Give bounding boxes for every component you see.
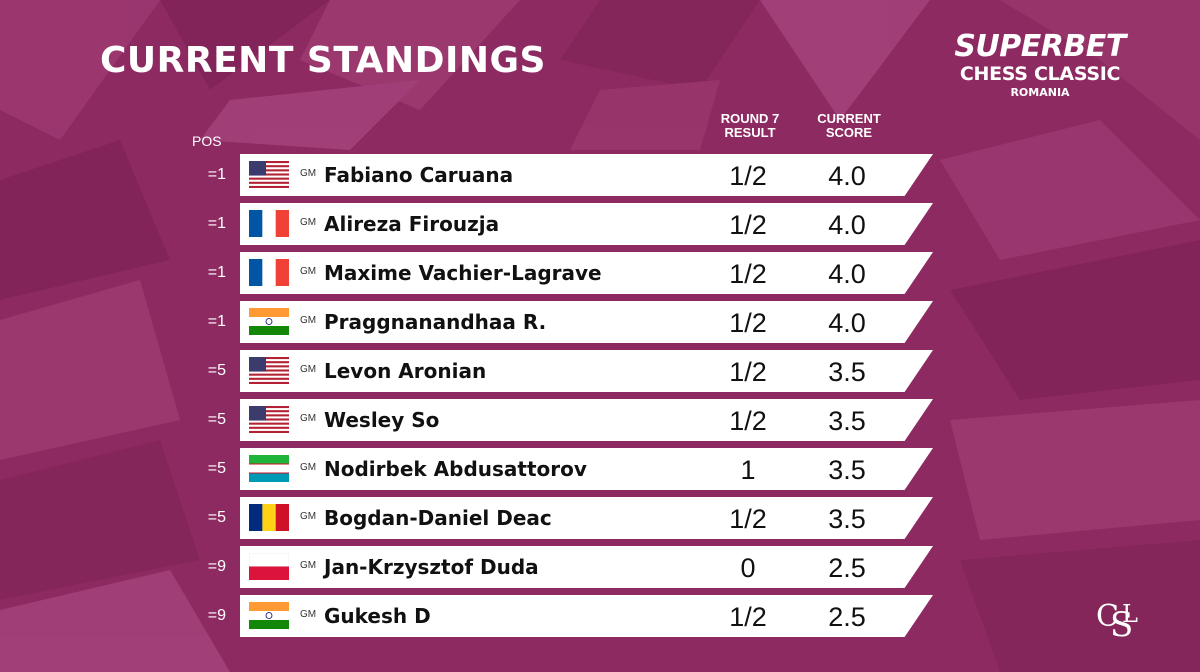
round-header-line-2: RESULT [724,124,776,140]
player-bar: GM Nodirbek Abdusattorov 1 3.5 [240,448,933,490]
player-title: GM [300,315,317,326]
player-title: GM [300,413,317,424]
round-result: 1/2 [729,161,767,191]
position-label: =9 [207,558,226,575]
standings-row: =1 GM Praggnanandhaa R. 1/2 4.0 [0,301,1200,343]
standings-row: =1 GM Fabiano Caruana 1/2 4.0 [0,154,1200,196]
player-name: Wesley So [324,408,440,432]
player-bar: GM Maxime Vachier-Lagrave 1/2 4.0 [240,252,933,294]
round-header-line-1: ROUND 7 [720,111,780,126]
page-title: CURRENT STANDINGS [100,40,546,81]
round-result: 1/2 [729,504,767,534]
position-label: =1 [207,264,226,281]
round-result: 1/2 [729,602,767,632]
current-score: 4.0 [828,210,866,240]
standings-row: =9 GM Gukesh D 1/2 2.5 [0,595,1200,637]
position-label: =5 [207,509,226,526]
score-header-line-1: CURRENT [817,111,881,126]
poland-flag-icon [249,553,289,580]
position-label: =5 [207,362,226,379]
superbet-logo: SUPERBET CHESS CLASSIC ROMANIA [930,29,1150,99]
current-score: 4.0 [828,308,866,338]
player-title: GM [300,364,317,375]
logo-line-2: CHESS CLASSIC [959,63,1121,85]
round-result: 1 [740,455,756,485]
standings-row: =5 GM Nodirbek Abdusattorov 1 3.5 [0,448,1200,490]
position-label: =5 [207,460,226,477]
current-score: 3.5 [828,504,866,534]
round-result: 1/2 [729,259,767,289]
current-score: 3.5 [828,357,866,387]
column-header-pos: POS [192,133,222,149]
france-flag-icon [249,210,289,237]
player-name: Fabiano Caruana [324,163,514,187]
column-header-current-score: CURRENT SCORE [812,112,886,139]
logo-line-3: ROMANIA [1010,86,1070,99]
current-score: 2.5 [828,602,866,632]
player-name: Maxime Vachier-Lagrave [324,261,602,285]
player-name: Alireza Firouzja [324,212,500,236]
round-result: 1/2 [729,210,767,240]
current-score: 3.5 [828,455,866,485]
player-title: GM [300,217,317,228]
standings-row: =5 GM Wesley So 1/2 3.5 [0,399,1200,441]
player-title: GM [300,266,317,277]
position-label: =5 [207,411,226,428]
player-bar: GM Bogdan-Daniel Deac 1/2 3.5 [240,497,933,539]
position-label: =9 [207,607,226,624]
current-score: 4.0 [828,161,866,191]
standings-row: =9 GM Jan-Krzysztof Duda 0 2.5 [0,546,1200,588]
standings-row: =1 GM Maxime Vachier-Lagrave 1/2 4.0 [0,252,1200,294]
standings-row: =5 GM Bogdan-Daniel Deac 1/2 3.5 [0,497,1200,539]
player-name: Nodirbek Abdusattorov [324,457,587,481]
player-bar: GM Gukesh D 1/2 2.5 [240,595,933,637]
round-result: 1/2 [729,308,767,338]
player-bar: GM Wesley So 1/2 3.5 [240,399,933,441]
round-result: 1/2 [729,406,767,436]
player-name: Levon Aronian [324,359,487,383]
player-title: GM [300,609,317,620]
france-flag-icon [249,259,289,286]
current-score: 3.5 [828,406,866,436]
player-bar: GM Alireza Firouzja 1/2 4.0 [240,203,933,245]
player-bar: GM Fabiano Caruana 1/2 4.0 [240,154,933,196]
player-bar: GM Levon Aronian 1/2 3.5 [240,350,933,392]
uzbekistan-flag-icon [249,455,289,482]
round-result: 0 [740,553,756,583]
player-name: Bogdan-Daniel Deac [324,506,552,530]
player-title: GM [300,560,317,571]
player-title: GM [300,511,317,522]
india-flag-icon [249,308,289,335]
column-header-round-result: ROUND 7 RESULT [712,112,788,139]
player-title: GM [300,168,317,179]
player-name: Praggnanandhaa R. [324,310,547,334]
usa-flag-icon [249,357,289,384]
romania-flag-icon [249,504,289,531]
current-score: 4.0 [828,259,866,289]
player-bar: GM Jan-Krzysztof Duda 0 2.5 [240,546,933,588]
usa-flag-icon [249,161,289,188]
standings-row: =1 GM Alireza Firouzja 1/2 4.0 [0,203,1200,245]
position-label: =1 [207,313,226,330]
player-bar: GM Praggnanandhaa R. 1/2 4.0 [240,301,933,343]
player-name: Jan-Krzysztof Duda [324,555,539,579]
round-result: 1/2 [729,357,767,387]
position-label: =1 [207,166,226,183]
logo-line-1: SUPERBET [954,29,1126,64]
india-flag-icon [249,602,289,629]
current-score: 2.5 [828,553,866,583]
usa-flag-icon [249,406,289,433]
player-title: GM [300,462,317,473]
standings-row: =5 GM Levon Aronian 1/2 3.5 [0,350,1200,392]
position-label: =1 [207,215,226,232]
player-name: Gukesh D [324,604,431,628]
score-header-line-2: SCORE [825,124,873,140]
